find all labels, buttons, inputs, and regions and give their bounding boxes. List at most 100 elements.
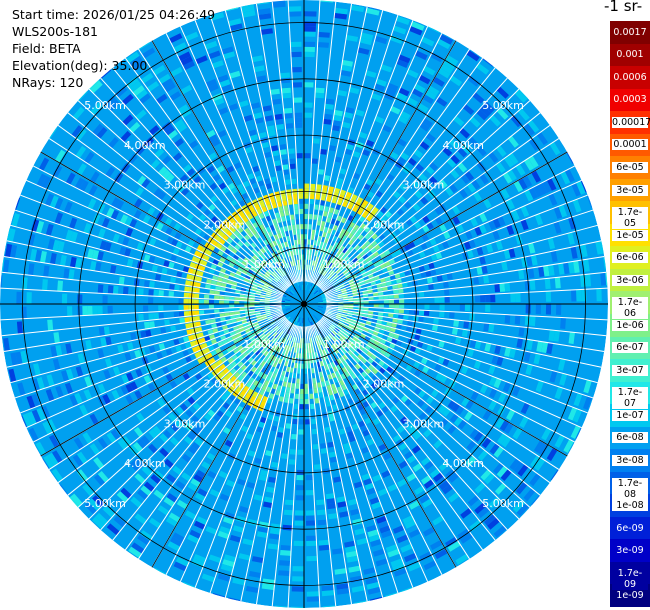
range-gate-cell [232, 254, 239, 261]
range-gate-cell [433, 472, 444, 483]
range-gate-cell [273, 338, 278, 345]
range-gate-cell [123, 286, 129, 295]
range-gate-cell [287, 148, 295, 154]
range-gate-cell [354, 109, 365, 117]
range-gate-cell [476, 246, 484, 256]
range-gate-cell [230, 258, 237, 264]
range-gate-cell [226, 364, 234, 372]
range-gate-cell [526, 339, 534, 351]
range-gate-cell [439, 223, 447, 232]
range-gate-cell [596, 288, 602, 302]
range-gate-cell [254, 301, 260, 304]
range-gate-cell [121, 436, 132, 447]
range-gate-cell [497, 433, 507, 445]
range-gate-cell [423, 428, 433, 438]
range-gate-cell [420, 357, 428, 365]
range-gate-cell [98, 437, 109, 450]
range-gate-cell [371, 501, 382, 510]
range-gate-cell [280, 354, 285, 360]
range-gate-cell [508, 247, 516, 258]
range-gate-cell [330, 338, 336, 344]
range-gate-cell [257, 526, 269, 534]
range-gate-cell [241, 320, 248, 324]
range-gate-cell [354, 528, 366, 536]
range-gate-cell [282, 326, 287, 332]
range-gate-cell [446, 157, 457, 168]
range-gate-cell [333, 360, 339, 366]
range-gate-cell [359, 37, 372, 46]
range-gate-cell [340, 342, 347, 348]
range-gate-cell [371, 374, 379, 382]
range-gate-cell [513, 180, 524, 193]
range-gate-cell [332, 235, 338, 242]
range-gate-cell [385, 87, 397, 96]
range-gate-cell [304, 388, 309, 395]
range-gate-cell [105, 166, 116, 178]
range-gate-cell [264, 496, 274, 504]
range-gate-cell [175, 557, 190, 567]
range-gate-cell [344, 148, 353, 156]
colorbar-tick-label: 0.0006 [612, 71, 648, 83]
range-gate-cell [130, 332, 137, 341]
range-gate-cell [337, 332, 343, 337]
range-gate-cell [275, 327, 280, 332]
range-gate-cell [296, 316, 299, 322]
range-gate-cell [371, 367, 379, 375]
range-gate-cell [398, 87, 410, 97]
range-gate-cell [166, 492, 178, 503]
range-gate-cell [525, 304, 531, 314]
range-gate-cell [482, 409, 492, 421]
range-gate-cell [262, 373, 268, 380]
range-gate-cell [479, 212, 488, 223]
range-gate-cell [546, 178, 557, 191]
range-gate-cell [266, 278, 272, 283]
ray-gap [48, 315, 286, 470]
range-gate-cell [317, 351, 321, 357]
range-gate-cell [245, 381, 253, 388]
range-gate-cell [501, 261, 508, 271]
range-gate-cell [320, 195, 326, 201]
range-gate-cell [264, 344, 270, 351]
range-gate-cell [583, 396, 593, 410]
range-gate-cell [77, 353, 85, 364]
colorbar-tick-label: 1e-07 [612, 409, 648, 421]
range-gate-cell [537, 182, 548, 195]
range-gate-cell [450, 169, 460, 179]
range-gate-cell [333, 254, 339, 260]
range-gate-cell [140, 435, 151, 446]
range-gate-cell [219, 526, 231, 535]
range-gate-cell [224, 248, 231, 255]
range-gate-cell [271, 337, 276, 343]
range-gate-cell [222, 349, 229, 356]
range-gate-cell [502, 381, 512, 393]
range-gate-cell [364, 240, 371, 247]
range-gate-cell [235, 386, 243, 394]
range-gate-cell [85, 339, 92, 351]
range-gate-cell [504, 282, 511, 292]
range-gate-cell [388, 308, 394, 313]
range-gate-cell [233, 348, 240, 354]
range-gate-cell [378, 295, 384, 300]
colorbar-tick-label: 1.7e-08 [612, 477, 648, 500]
range-gate-cell [320, 339, 325, 345]
range-gate-cell [306, 591, 320, 597]
range-gate-cell [116, 491, 129, 503]
ray-gap [305, 1, 337, 282]
range-gate-cell [524, 158, 535, 171]
range-gate-cell [533, 184, 543, 198]
range-gate-cell [255, 266, 262, 272]
range-gate-cell [219, 291, 225, 296]
ray-gap [309, 10, 384, 283]
range-gate-cell [367, 229, 375, 237]
range-gate-cell [136, 438, 147, 449]
range-gate-cell [89, 413, 99, 425]
range-gate-cell [344, 540, 356, 548]
range-gate-cell [416, 341, 424, 348]
range-gate-cell [284, 397, 290, 403]
range-gate-cell [350, 4, 365, 13]
range-gate-cell [317, 308, 323, 311]
range-gate-cell [515, 163, 526, 176]
range-gate-cell [288, 6, 302, 12]
range-gate-cell [306, 596, 320, 602]
range-gate-cell [364, 335, 371, 341]
